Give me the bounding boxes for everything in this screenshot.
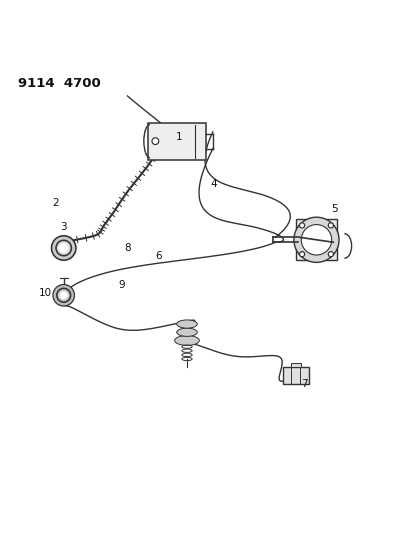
Ellipse shape	[177, 328, 197, 336]
Circle shape	[152, 138, 159, 144]
Circle shape	[300, 252, 305, 256]
Circle shape	[57, 288, 71, 302]
FancyBboxPatch shape	[148, 123, 206, 160]
Circle shape	[328, 252, 333, 256]
Circle shape	[301, 224, 332, 255]
Text: 9: 9	[118, 280, 125, 290]
Circle shape	[330, 253, 332, 255]
Circle shape	[328, 223, 333, 228]
Circle shape	[58, 290, 69, 301]
FancyBboxPatch shape	[291, 363, 301, 367]
Circle shape	[54, 286, 73, 305]
Circle shape	[153, 139, 157, 143]
Ellipse shape	[177, 320, 197, 328]
Text: 2: 2	[52, 198, 59, 208]
Text: 9114  4700: 9114 4700	[18, 77, 101, 91]
Text: 3: 3	[60, 222, 67, 232]
Circle shape	[56, 240, 72, 256]
Text: 10: 10	[39, 288, 52, 298]
Text: 6: 6	[155, 251, 162, 261]
Circle shape	[294, 217, 339, 262]
Text: 7: 7	[301, 378, 307, 389]
Circle shape	[58, 242, 70, 254]
FancyBboxPatch shape	[296, 219, 337, 260]
Circle shape	[53, 237, 74, 259]
Circle shape	[330, 224, 332, 227]
Text: 5: 5	[332, 204, 338, 214]
Text: 1: 1	[175, 132, 182, 142]
Circle shape	[301, 253, 303, 255]
Circle shape	[301, 224, 303, 227]
FancyBboxPatch shape	[283, 367, 309, 384]
Ellipse shape	[175, 336, 199, 345]
Circle shape	[300, 223, 305, 228]
Text: 4: 4	[210, 179, 217, 189]
Circle shape	[60, 292, 67, 298]
Text: 8: 8	[124, 243, 131, 253]
Circle shape	[53, 285, 74, 306]
Circle shape	[51, 236, 76, 260]
Circle shape	[60, 244, 68, 252]
